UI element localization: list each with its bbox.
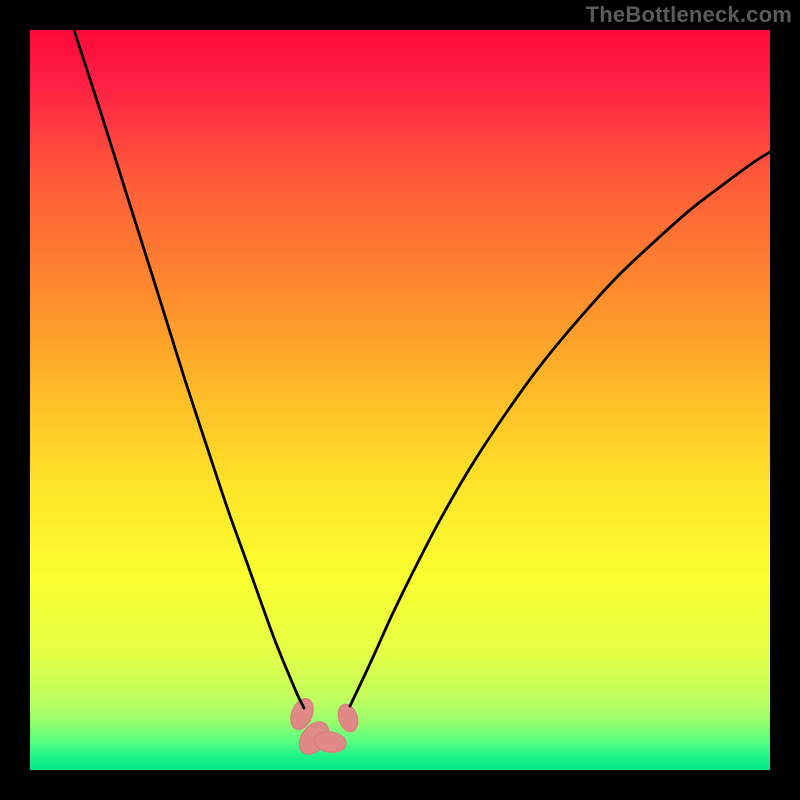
right-curve	[350, 152, 770, 706]
chart-stage: TheBottleneck.com	[0, 0, 800, 800]
left-curve	[74, 30, 304, 708]
plot-frame	[30, 30, 770, 770]
plot-svg	[30, 30, 770, 770]
valley-marker	[335, 702, 361, 734]
watermark-text: TheBottleneck.com	[586, 2, 792, 28]
